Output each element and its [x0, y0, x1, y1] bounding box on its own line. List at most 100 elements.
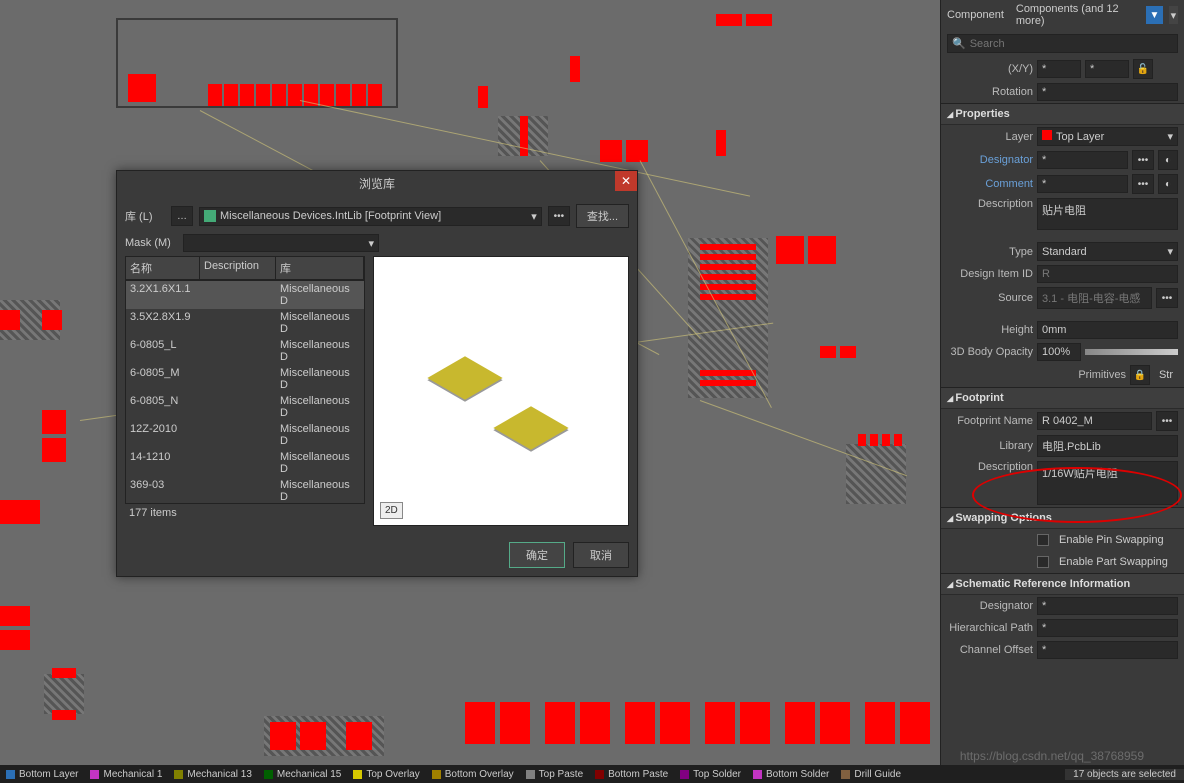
- part-swap-checkbox[interactable]: [1037, 556, 1049, 568]
- primitives-lock-icon[interactable]: 🔒: [1130, 365, 1150, 385]
- comment-field[interactable]: *: [1037, 175, 1128, 193]
- opacity-field[interactable]: 100%: [1037, 343, 1081, 361]
- filter-dropdown-icon[interactable]: ▾: [1169, 6, 1178, 24]
- source-label: Source: [947, 292, 1033, 304]
- list-footer: 177 items: [125, 504, 365, 522]
- sch-chan-field[interactable]: *: [1037, 641, 1178, 659]
- lib-icon: [204, 210, 216, 222]
- layer-tab[interactable]: Top Solder: [674, 769, 747, 780]
- lib-ellipsis-icon[interactable]: …: [171, 206, 193, 226]
- header-right: Components (and 12 more): [1016, 3, 1140, 27]
- sch-hier-label: Hierarchical Path: [947, 622, 1033, 634]
- layer-tab[interactable]: Top Overlay: [347, 769, 425, 780]
- table-row[interactable]: 6-0805_LMiscellaneous D: [126, 337, 364, 365]
- layer-tab[interactable]: Mechanical 15: [258, 769, 347, 780]
- comment-visibility-icon[interactable]: ◐: [1158, 174, 1178, 194]
- design-item-label: Design Item ID: [947, 268, 1033, 280]
- table-body[interactable]: 3.2X1.6X1.1Miscellaneous D3.5X2.8X1.9Mis…: [125, 280, 365, 504]
- comment-more-icon[interactable]: •••: [1132, 174, 1154, 194]
- table-row[interactable]: 6-0805_NMiscellaneous D: [126, 393, 364, 421]
- preview-3d[interactable]: 2D: [373, 256, 629, 526]
- height-label: Height: [947, 324, 1033, 336]
- layer-tab[interactable]: Bottom Paste: [589, 769, 674, 780]
- description-field[interactable]: 贴片电阻: [1037, 198, 1178, 230]
- layer-tab[interactable]: Bottom Solder: [747, 769, 835, 780]
- search-input[interactable]: [970, 38, 1173, 50]
- lock-icon[interactable]: 🔓: [1133, 59, 1153, 79]
- comment-label[interactable]: Comment: [947, 178, 1033, 190]
- fp-lib-label: Library: [947, 440, 1033, 452]
- layer-tab[interactable]: Mechanical 13: [168, 769, 257, 780]
- sch-designator-label: Designator: [947, 600, 1033, 612]
- fp-name-field[interactable]: R 0402_M: [1037, 412, 1152, 430]
- header-left: Component: [947, 9, 1004, 21]
- rotation-label: Rotation: [947, 86, 1033, 98]
- table-row[interactable]: 14-1210Miscellaneous D: [126, 449, 364, 477]
- table-row[interactable]: 3.2X1.6X1.1Miscellaneous D: [126, 281, 364, 309]
- y-field[interactable]: *: [1085, 60, 1129, 78]
- layer-select[interactable]: Top Layer▾: [1037, 127, 1178, 146]
- designator-field[interactable]: *: [1037, 151, 1128, 169]
- section-schref[interactable]: Schematic Reference Information: [941, 573, 1184, 595]
- table-row[interactable]: 12Z-2010Miscellaneous D: [126, 421, 364, 449]
- table-header: 名称 Description 库: [125, 256, 365, 280]
- section-footprint[interactable]: Footprint: [941, 387, 1184, 409]
- filter-icon[interactable]: ▼: [1146, 6, 1163, 24]
- section-properties[interactable]: Properties: [941, 103, 1184, 125]
- ok-button[interactable]: 确定: [509, 542, 565, 568]
- find-button[interactable]: 查找...: [576, 204, 629, 228]
- search-input-row[interactable]: 🔍: [947, 34, 1178, 53]
- layer-tab[interactable]: Mechanical 1: [84, 769, 168, 780]
- table-row[interactable]: 3.5X2.8X1.9Miscellaneous D: [126, 309, 364, 337]
- str-label: Str: [1154, 369, 1178, 381]
- type-select[interactable]: Standard▾: [1037, 242, 1178, 261]
- source-field[interactable]: 3.1 - 电阻-电容-电感: [1037, 287, 1152, 309]
- x-field[interactable]: *: [1037, 60, 1081, 78]
- sch-hier-field[interactable]: *: [1037, 619, 1178, 637]
- view-2d-badge[interactable]: 2D: [380, 502, 403, 519]
- fp-name-more-icon[interactable]: •••: [1156, 411, 1178, 431]
- search-icon: 🔍: [952, 37, 966, 50]
- fp-name-label: Footprint Name: [947, 415, 1033, 427]
- sch-designator-field[interactable]: *: [1037, 597, 1178, 615]
- status-text: 17 objects are selected: [1065, 769, 1184, 780]
- browse-library-dialog: 浏览库 ✕ 库 (L) … Miscellaneous Devices.IntL…: [116, 170, 638, 577]
- table-row[interactable]: 369-03Miscellaneous D: [126, 477, 364, 504]
- sch-chan-label: Channel Offset: [947, 644, 1033, 656]
- layer-tab[interactable]: Top Paste: [520, 769, 589, 780]
- mask-select[interactable]: ▾: [183, 234, 379, 252]
- design-item-field[interactable]: R: [1037, 265, 1178, 283]
- source-more-icon[interactable]: •••: [1156, 288, 1178, 308]
- primitives-label: Primitives: [947, 369, 1126, 381]
- lib-more-icon[interactable]: •••: [548, 206, 570, 226]
- lib-select[interactable]: Miscellaneous Devices.IntLib [Footprint …: [199, 207, 542, 226]
- fp-lib-field[interactable]: 电阻.PcbLib: [1037, 435, 1178, 457]
- designator-visibility-icon[interactable]: ◐: [1158, 150, 1178, 170]
- xy-label: (X/Y): [947, 63, 1033, 75]
- fp-desc-field[interactable]: 1/16W贴片电阻: [1037, 461, 1178, 505]
- close-icon[interactable]: ✕: [615, 171, 637, 191]
- designator-more-icon[interactable]: •••: [1132, 150, 1154, 170]
- table-row[interactable]: 6-0805_MMiscellaneous D: [126, 365, 364, 393]
- layer-tab[interactable]: Bottom Layer: [0, 769, 84, 780]
- pin-swap-label: Enable Pin Swapping: [1059, 534, 1164, 546]
- height-field[interactable]: 0mm: [1037, 321, 1178, 339]
- part-swap-label: Enable Part Swapping: [1059, 556, 1168, 568]
- opacity-slider[interactable]: [1085, 349, 1178, 355]
- description-label: Description: [947, 198, 1033, 210]
- lib-label: 库 (L): [125, 208, 165, 224]
- watermark: https://blog.csdn.net/qq_38768959: [960, 749, 1144, 763]
- rotation-field[interactable]: *: [1037, 83, 1178, 101]
- opacity-label: 3D Body Opacity: [947, 346, 1033, 358]
- cancel-button[interactable]: 取消: [573, 542, 629, 568]
- properties-panel: Component Components (and 12 more) ▼ ▾ 🔍…: [940, 0, 1184, 765]
- type-label: Type: [947, 246, 1033, 258]
- pin-swap-checkbox[interactable]: [1037, 534, 1049, 546]
- designator-label[interactable]: Designator: [947, 154, 1033, 166]
- fp-desc-label: Description: [947, 461, 1033, 473]
- section-swapping[interactable]: Swapping Options: [941, 507, 1184, 529]
- layer-tab[interactable]: Drill Guide: [835, 769, 907, 780]
- layer-tab[interactable]: Bottom Overlay: [426, 769, 520, 780]
- mask-label: Mask (M): [125, 237, 177, 249]
- layer-tabs-bar: Bottom LayerMechanical 1Mechanical 13Mec…: [0, 765, 1184, 783]
